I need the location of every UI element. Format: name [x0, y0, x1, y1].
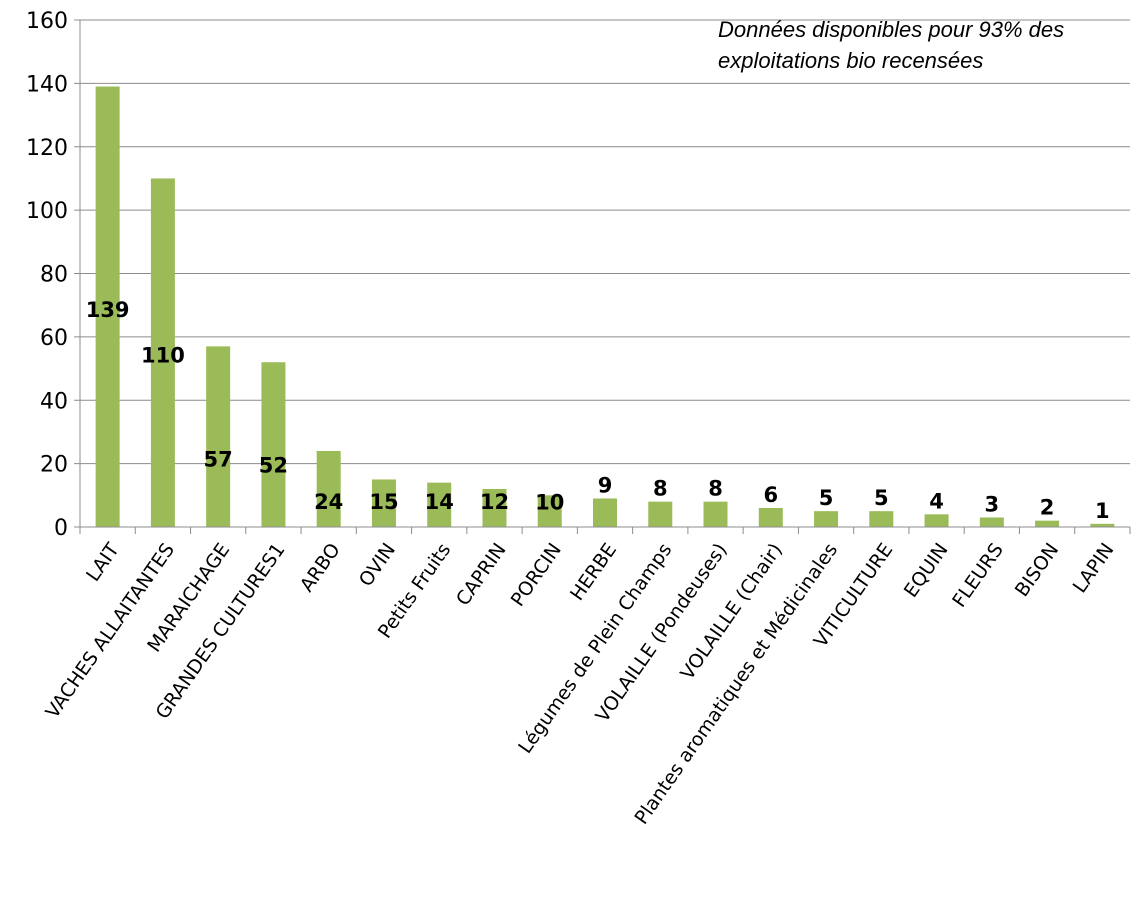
data-label: 57 [204, 447, 233, 471]
x-tick-label: LAIT [82, 539, 124, 586]
bar [482, 488, 507, 527]
bar [371, 479, 396, 527]
bar [758, 507, 783, 527]
bar [95, 86, 120, 527]
bar [648, 501, 673, 527]
bars [95, 86, 1115, 527]
bar [869, 511, 894, 527]
y-tick-label: 60 [40, 326, 68, 351]
x-tick-label: Plantes aromatiques et Médicinales [630, 539, 842, 828]
y-tick-label: 0 [54, 516, 68, 541]
x-tick-label: PORCIN [507, 539, 566, 610]
bar [979, 517, 1004, 527]
y-tick-label: 40 [40, 389, 68, 414]
bar [427, 482, 452, 527]
bar [537, 495, 562, 527]
data-labels: 139 110 57 52 24 15 14 12 10 9 8 8 6 5 5 4 3 2 1 [86, 298, 1110, 523]
data-label: 10 [535, 490, 564, 514]
data-label: 5 [819, 486, 834, 510]
data-label: 8 [653, 477, 668, 501]
x-tick-label: OVIN [355, 539, 400, 590]
x-tick-label: HERBE [566, 539, 621, 604]
data-label: 14 [425, 490, 454, 514]
x-tick-label: LAPIN [1069, 539, 1119, 597]
y-tick-label: 120 [26, 136, 68, 161]
data-label: 15 [369, 490, 398, 514]
x-tick-label: CAPRIN [452, 539, 511, 610]
bar [1035, 520, 1060, 527]
bar [261, 362, 286, 527]
annotation-line-2: exploitations bio recensées [718, 48, 984, 73]
x-tick-label: VOLAILLE (Chair) [676, 539, 787, 684]
data-label: 2 [1040, 496, 1055, 520]
bar [924, 514, 949, 527]
bar [814, 511, 839, 527]
bar [703, 501, 728, 527]
gridlines [80, 19, 1130, 465]
data-label: 9 [598, 473, 613, 497]
bar [206, 346, 231, 527]
data-label: 3 [985, 492, 1000, 516]
data-label: 6 [763, 483, 778, 507]
data-label: 4 [929, 489, 944, 513]
data-label: 5 [874, 486, 889, 510]
y-tick-label: 20 [40, 453, 68, 478]
axes [74, 19, 1131, 534]
data-label: 52 [259, 453, 288, 477]
y-tick-label: 140 [26, 72, 68, 97]
chart-annotation: Données disponibles pour 93% des exploit… [718, 14, 1142, 76]
data-label: 1 [1095, 499, 1110, 523]
bar [593, 498, 617, 527]
bar [150, 178, 175, 527]
y-tick-label: 100 [26, 199, 68, 224]
x-tick-label: FLEURS [948, 539, 1008, 611]
data-label: 8 [708, 477, 723, 501]
y-tick-labels: 0 20 40 60 80 100 120 140 160 [26, 9, 68, 541]
y-tick-label: 80 [40, 263, 68, 288]
data-label: 110 [141, 344, 185, 368]
y-tick-label: 160 [26, 9, 68, 34]
annotation-line-1: Données disponibles pour 93% des [718, 17, 1065, 42]
data-label: 12 [480, 490, 509, 514]
data-label: 24 [314, 490, 343, 514]
x-tick-label: ARBO [296, 539, 345, 596]
bar [316, 450, 341, 527]
x-tick-label: BISON [1011, 539, 1063, 601]
bar [1090, 523, 1115, 527]
x-tick-label: EQUIN [900, 539, 953, 601]
data-label: 139 [86, 298, 130, 322]
